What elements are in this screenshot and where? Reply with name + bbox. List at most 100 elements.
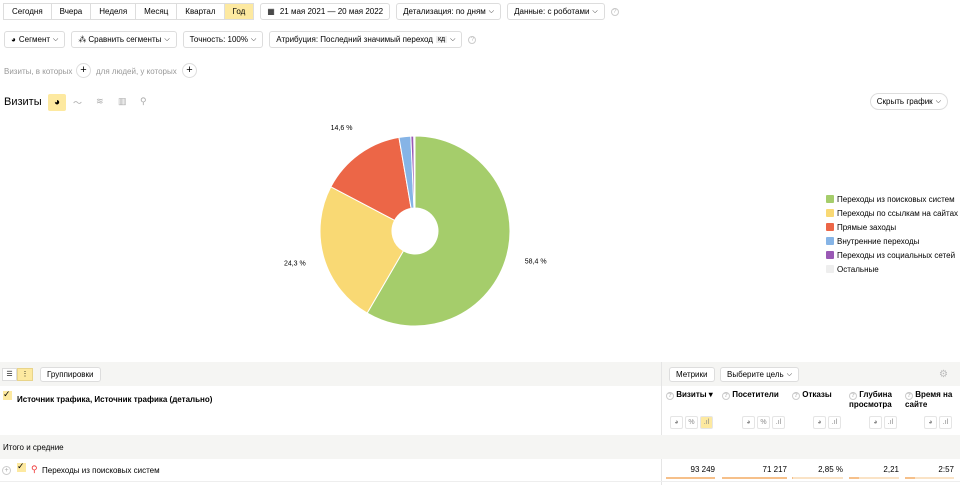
period-tabs: Сегодня Вчера Неделя Месяц Квартал Год: [3, 3, 255, 20]
column-header[interactable]: ? Глубина просмотра: [849, 390, 892, 409]
legend-label: Внутренние переходы: [837, 236, 920, 246]
checkbox-icon[interactable]: ✓: [3, 389, 12, 400]
pie-data-label: 14,6 %: [331, 125, 353, 132]
pie-icon[interactable]: ◕: [670, 416, 683, 429]
segment-dropdown[interactable]: ◕ Сегмент ⌵: [4, 31, 66, 48]
legend-swatch: [826, 223, 834, 231]
legend-label: Переходы из социальных сетей: [837, 250, 956, 260]
add-people-filter-button[interactable]: +: [182, 63, 197, 78]
list-view-button[interactable]: ☰: [2, 368, 17, 381]
accuracy-dropdown[interactable]: Точность: 100% ⌵: [182, 31, 264, 48]
bar-chart-icon[interactable]: .ıl: [939, 416, 952, 429]
detail-dropdown[interactable]: Детализация: по дням ⌵: [396, 3, 502, 20]
legend-label: Переходы по ссылкам на сайтах: [837, 208, 959, 218]
bar-chart-icon[interactable]: .ıl: [700, 416, 713, 429]
help-icon[interactable]: ?: [849, 392, 857, 400]
filter-people-label: для людей, у которых: [96, 67, 177, 76]
compare-segments-dropdown[interactable]: ⁂ Сравнить сегменты ⌵: [71, 31, 177, 48]
filter-visits-label: Визиты, в которых: [4, 67, 73, 76]
help-icon[interactable]: ?: [792, 392, 800, 400]
help-icon[interactable]: ?: [905, 392, 913, 400]
search-icon: ⚲: [31, 464, 38, 474]
tree-view-button[interactable]: ⋮: [17, 368, 33, 381]
cell-value: 2,85 %: [818, 465, 843, 474]
table-toolbar: [0, 362, 960, 386]
dimension-header: Источник трафика, Источник трафика (дета…: [17, 395, 213, 404]
pie-icon[interactable]: ◕: [742, 416, 755, 429]
bar-chart-icon[interactable]: .ıl: [828, 416, 841, 429]
totals-row: [0, 435, 960, 459]
help-icon[interactable]: ?: [722, 392, 730, 400]
cell-value: 71 217: [762, 465, 787, 474]
data-mode-dropdown[interactable]: Данные: с роботами ⌵: [507, 3, 605, 20]
bar-chart-icon[interactable]: .ıl: [772, 416, 785, 429]
map-pin-icon[interactable]: ⚲: [140, 96, 147, 106]
date-range-button[interactable]: ▦ 21 мая 2021 — 20 мая 2022: [260, 3, 391, 20]
percent-icon[interactable]: %: [685, 416, 698, 429]
legend-item[interactable]: Остальные: [826, 262, 958, 276]
segment-toolbar: ◕ Сегмент ⌵ ⁂ Сравнить сегменты ⌵ Точность: …: [4, 31, 477, 48]
value-bar: [849, 477, 899, 479]
top-toolbar: Сегодня Вчера Неделя Месяц Квартал Год ▦…: [3, 3, 619, 20]
area-chart-icon[interactable]: ≋: [96, 96, 104, 106]
tab-month[interactable]: Месяц: [135, 3, 178, 20]
row-label[interactable]: Переходы из поисковых систем: [42, 466, 160, 475]
help-icon[interactable]: ?: [666, 392, 674, 400]
checkbox-icon[interactable]: ✓: [17, 461, 26, 472]
metrics-button[interactable]: Метрики: [669, 367, 715, 382]
pie-slice[interactable]: [366, 135, 511, 327]
groupings-button[interactable]: Группировки: [40, 367, 101, 382]
tab-year[interactable]: Год: [223, 3, 255, 20]
cell-value: 2,21: [883, 465, 899, 474]
attribution-badge: кд: [435, 36, 448, 43]
chevron-down-icon: ⌵: [250, 35, 257, 43]
help-icon[interactable]: ?: [610, 7, 619, 16]
pie-icon[interactable]: ◕: [813, 416, 826, 429]
column-header[interactable]: ? Отказы: [792, 390, 843, 400]
help-icon[interactable]: ?: [468, 35, 477, 44]
legend-item[interactable]: Внутренние переходы: [826, 234, 958, 248]
legend-swatch: [826, 195, 834, 203]
legend-item[interactable]: Переходы из поисковых систем: [826, 192, 958, 206]
chevron-down-icon: ⌵: [935, 97, 941, 105]
legend-swatch: [826, 265, 834, 273]
pie-icon[interactable]: ◕: [924, 416, 937, 429]
segments-icon: ⁂: [78, 35, 87, 44]
legend-item[interactable]: Переходы из социальных сетей: [826, 248, 958, 262]
percent-icon[interactable]: %: [757, 416, 770, 429]
pie-slice[interactable]: [319, 186, 405, 314]
value-bar: [905, 477, 954, 479]
goal-dropdown[interactable]: Выберите цель ⌵: [720, 367, 800, 382]
pie-slice[interactable]: [330, 136, 412, 221]
cell-value: 2:57: [938, 465, 954, 474]
divider: [661, 362, 662, 485]
hide-chart-button[interactable]: Скрыть график ⌵: [869, 93, 948, 110]
tab-quarter[interactable]: Квартал: [176, 3, 225, 20]
bar-chart-icon[interactable]: ▥: [118, 96, 127, 106]
expand-row-button[interactable]: +: [2, 466, 11, 475]
legend-item[interactable]: Переходы по ссылкам на сайтах: [826, 206, 958, 220]
add-visit-filter-button[interactable]: +: [76, 63, 91, 78]
column-header[interactable]: ? Посетители: [722, 390, 787, 400]
chevron-down-icon: ⌵: [592, 7, 598, 15]
column-header[interactable]: ? Время на сайте: [905, 390, 953, 409]
pie-icon[interactable]: ◕: [869, 416, 882, 429]
legend-item[interactable]: Прямые заходы: [826, 220, 958, 234]
legend-swatch: [826, 237, 834, 245]
chevron-down-icon: ⌵: [488, 7, 495, 15]
divider: [0, 481, 960, 482]
pie-data-label: 24,3 %: [284, 260, 306, 267]
bar-chart-icon[interactable]: .ıl: [884, 416, 897, 429]
value-bar: [722, 477, 787, 479]
column-header[interactable]: ? Визиты ▾: [666, 390, 715, 400]
pie-chart-type-button[interactable]: ◕: [48, 94, 66, 111]
attribution-dropdown[interactable]: Атрибуция: Последний значимый переход кд ⌵: [269, 31, 463, 48]
line-chart-icon[interactable]: 〜: [73, 98, 83, 108]
pie-chart: 58,4 % 24,3 % 14,6 %: [284, 125, 547, 327]
gear-icon[interactable]: ⚙: [939, 369, 948, 380]
legend-label: Остальные: [837, 264, 879, 274]
chevron-down-icon: ⌵: [164, 35, 170, 43]
pie-slice[interactable]: [413, 135, 416, 209]
legend-swatch: [826, 251, 834, 259]
legend-label: Переходы из поисковых систем: [837, 194, 955, 204]
